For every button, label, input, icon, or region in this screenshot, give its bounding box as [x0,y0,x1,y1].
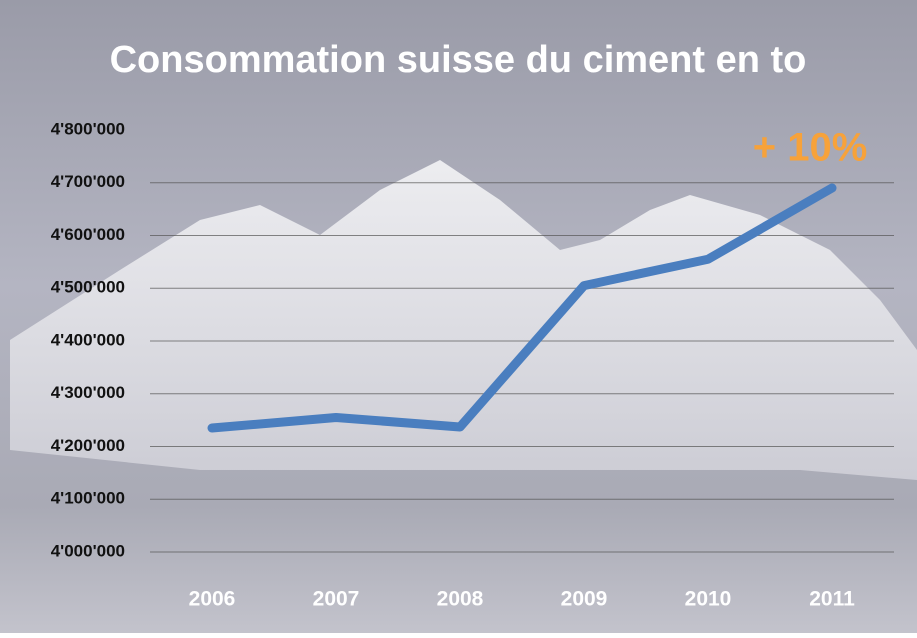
x-tick-label: 2011 [809,588,855,611]
y-tick-label: 4'100'000 [51,489,125,508]
y-tick-label: 4'800'000 [51,119,125,138]
x-tick-label: 2009 [561,588,608,611]
y-tick-label: 4'300'000 [51,383,125,402]
x-tick-label: 2010 [685,588,732,611]
y-tick-label: 4'400'000 [51,330,125,349]
chart: Consommation suisse du ciment en to 4'00… [0,0,917,633]
chart-title: Consommation suisse du ciment en to [110,39,807,81]
x-tick-label: 2008 [437,588,484,611]
y-tick-label: 4'500'000 [51,278,125,297]
x-tick-label: 2007 [313,588,360,611]
y-tick-label: 4'700'000 [51,172,125,191]
x-tick-label: 2006 [189,588,236,611]
y-tick-label: 4'200'000 [51,436,125,455]
y-tick-label: 4'000'000 [51,541,125,560]
annotation: + 10% [753,126,868,170]
y-tick-label: 4'600'000 [51,225,125,244]
